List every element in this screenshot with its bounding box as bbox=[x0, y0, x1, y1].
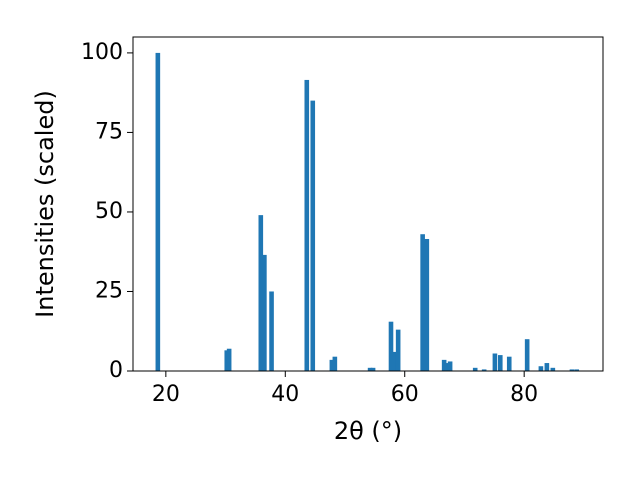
bar bbox=[258, 215, 264, 371]
x-tick-label: 80 bbox=[510, 382, 538, 407]
bar bbox=[395, 329, 401, 371]
bar bbox=[370, 367, 376, 371]
y-axis-label: Intensities (scaled) bbox=[31, 90, 59, 318]
bar bbox=[524, 339, 530, 371]
x-axis-label: 2θ (°) bbox=[334, 417, 402, 445]
y-tick-label: 0 bbox=[109, 358, 123, 383]
y-tick-label: 25 bbox=[95, 278, 123, 303]
bar bbox=[332, 356, 338, 371]
plot-frame bbox=[132, 36, 604, 372]
bar bbox=[447, 361, 453, 371]
bar bbox=[388, 321, 394, 371]
bar bbox=[574, 369, 580, 371]
bar bbox=[550, 367, 556, 371]
bar bbox=[472, 367, 478, 371]
bar bbox=[155, 52, 161, 372]
bar bbox=[329, 359, 335, 371]
bar bbox=[224, 350, 230, 371]
bar bbox=[269, 291, 274, 371]
bar bbox=[481, 369, 487, 371]
bar bbox=[538, 366, 544, 371]
bar bbox=[310, 100, 316, 371]
bar bbox=[226, 348, 232, 371]
x-tick-label: 20 bbox=[152, 382, 180, 407]
bar bbox=[424, 238, 430, 371]
bar bbox=[444, 363, 450, 371]
bar bbox=[569, 369, 575, 371]
bar bbox=[304, 79, 310, 371]
bar bbox=[391, 351, 397, 371]
bar bbox=[420, 234, 425, 371]
bar bbox=[441, 359, 447, 371]
y-tick-label: 50 bbox=[95, 199, 123, 224]
y-tick-label: 100 bbox=[81, 40, 123, 65]
bar bbox=[492, 353, 498, 371]
bar bbox=[506, 356, 512, 371]
x-tick-label: 40 bbox=[271, 382, 299, 407]
bar bbox=[544, 363, 550, 371]
bar bbox=[497, 355, 503, 371]
y-tick-label: 75 bbox=[95, 119, 123, 144]
x-tick-label: 60 bbox=[391, 382, 419, 407]
bar bbox=[367, 367, 373, 371]
bar bbox=[262, 254, 267, 371]
